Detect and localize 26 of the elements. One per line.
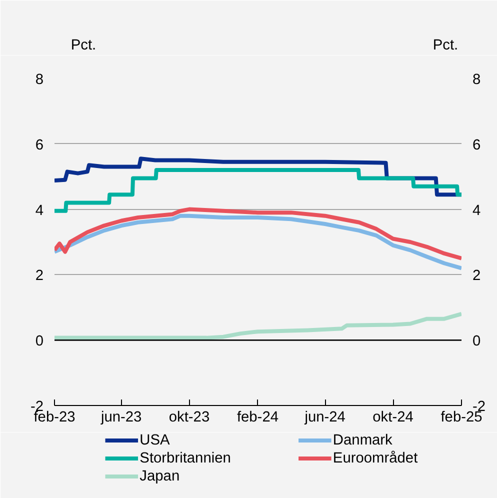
line-series	[54, 168, 462, 213]
y2-tick-label: 6	[472, 137, 481, 154]
y-tick-label: 6	[35, 137, 44, 154]
legend-label: USA	[140, 432, 170, 448]
y2-tick-label: 2	[472, 268, 481, 284]
y2-tick-label: 4	[472, 202, 481, 219]
line-series	[54, 312, 462, 340]
legend-label: Japan	[140, 468, 180, 484]
y-tick-label: 8	[35, 72, 44, 88]
x-tick-label: jun-23	[100, 410, 142, 426]
line-series	[54, 214, 462, 270]
y-tick-label: 2	[35, 268, 44, 284]
x-tick-label: okt-23	[168, 410, 210, 426]
y2-tick-label: 0	[472, 334, 481, 350]
y-tick-label: 0	[35, 334, 44, 350]
y-axis-title: Pct.	[70, 38, 96, 54]
x-tick-label: okt-24	[372, 410, 414, 426]
legend-label: Danmark	[332, 432, 394, 448]
x-tick-label: feb-24	[236, 410, 279, 426]
legend-label: Storbritannien	[140, 450, 231, 466]
line-series	[54, 207, 462, 260]
x-tick-label: jun-24	[304, 410, 346, 426]
y-tick-label: 4	[35, 202, 44, 219]
y2-tick-label: 8	[472, 72, 481, 88]
y2-axis-title: Pct.	[432, 38, 458, 54]
legend-label: Euroområdet	[332, 450, 418, 466]
